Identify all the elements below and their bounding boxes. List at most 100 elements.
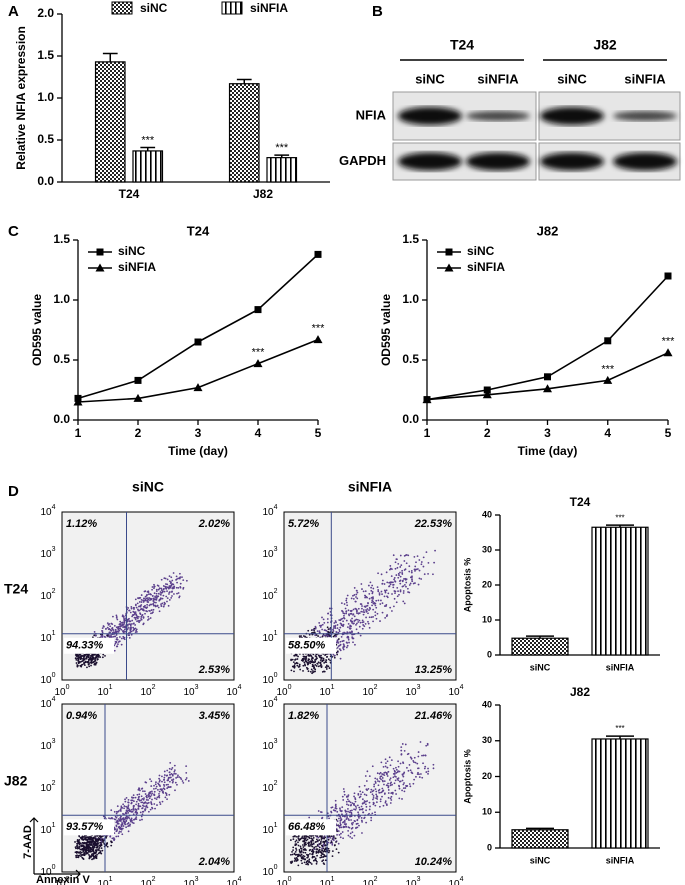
y-axis-label: OD595 value [379, 294, 393, 366]
event-dot [144, 781, 147, 783]
event-dot [349, 809, 352, 812]
event-dot [140, 601, 143, 603]
event-dot [412, 582, 415, 585]
event-dot [132, 807, 135, 810]
tick-exponent: 3 [52, 546, 56, 553]
tick-base: 10 [140, 879, 152, 885]
event-dot [312, 859, 315, 862]
event-dot [74, 841, 76, 843]
data-point [313, 335, 323, 344]
event-dot [402, 600, 405, 603]
event-dot [347, 834, 350, 837]
event-dot [350, 610, 353, 613]
event-dot [318, 631, 321, 634]
event-dot [100, 847, 103, 850]
event-dot [395, 766, 397, 769]
event-dot [427, 572, 429, 575]
event-dot [352, 608, 355, 611]
event-dot [142, 616, 145, 618]
event-dot [139, 613, 142, 616]
tick-exponent: 0 [288, 876, 292, 883]
event-dot [422, 754, 425, 757]
event-dot [418, 559, 421, 561]
event-dot [78, 655, 80, 658]
event-dot [379, 620, 381, 622]
event-dot [401, 798, 403, 800]
event-dot [87, 845, 89, 847]
event-dot [344, 810, 347, 813]
event-dot [387, 785, 390, 787]
event-dot [302, 670, 304, 672]
event-dot [422, 565, 425, 568]
event-dot [397, 572, 400, 575]
event-dot [374, 604, 377, 607]
event-dot [371, 604, 373, 607]
event-dot [150, 603, 153, 606]
event-dot [157, 606, 160, 609]
event-dot [402, 787, 405, 790]
event-dot [336, 627, 339, 630]
event-dot [128, 634, 131, 637]
event-dot [362, 624, 365, 626]
event-dot [387, 786, 390, 789]
event-dot [81, 837, 84, 840]
event-dot [109, 625, 112, 628]
y-tick-label: 102 [262, 780, 277, 794]
event-dot [102, 653, 105, 656]
event-dot [317, 654, 320, 657]
event-dot [336, 653, 339, 656]
event-dot [301, 844, 304, 846]
event-dot [117, 835, 120, 838]
event-dot [343, 644, 345, 647]
event-dot [112, 837, 115, 839]
event-dot [153, 604, 155, 607]
y-axis-label: Apoptosis % [462, 749, 472, 804]
event-dot [179, 582, 182, 585]
event-dot [370, 816, 373, 819]
event-dot [341, 806, 344, 809]
event-dot [106, 845, 109, 848]
event-dot [181, 576, 183, 579]
event-dot [137, 615, 140, 618]
event-dot [166, 787, 169, 790]
event-dot [123, 628, 126, 631]
event-dot [158, 796, 161, 799]
event-dot [412, 782, 415, 785]
event-dot [85, 851, 88, 853]
event-dot [164, 587, 167, 589]
event-dot [419, 773, 422, 775]
event-dot [342, 788, 345, 790]
event-dot [170, 768, 173, 771]
event-dot [317, 850, 320, 852]
event-dot [355, 624, 357, 626]
event-dot [120, 820, 122, 822]
event-dot [115, 614, 118, 617]
event-dot [178, 572, 181, 575]
event-dot [339, 626, 342, 629]
event-dot [121, 621, 124, 624]
event-dot [115, 810, 118, 813]
event-dot [389, 565, 392, 567]
event-dot [376, 795, 379, 798]
event-dot [400, 749, 403, 752]
event-dot [311, 657, 314, 659]
event-dot [142, 790, 144, 793]
event-dot [123, 807, 125, 810]
event-dot [384, 591, 387, 594]
tick-base: 10 [262, 867, 274, 878]
event-dot [306, 856, 309, 859]
event-dot [96, 653, 99, 656]
event-dot [420, 578, 423, 580]
event-dot [335, 621, 337, 624]
event-dot [397, 777, 400, 780]
event-dot [115, 616, 118, 618]
event-dot [416, 762, 419, 765]
event-dot [87, 840, 90, 843]
event-dot [161, 597, 164, 600]
event-dot [421, 754, 423, 757]
event-dot [356, 804, 359, 807]
event-dot [357, 612, 360, 615]
event-dot [327, 841, 330, 844]
event-dot [139, 605, 142, 608]
event-dot [334, 809, 337, 812]
